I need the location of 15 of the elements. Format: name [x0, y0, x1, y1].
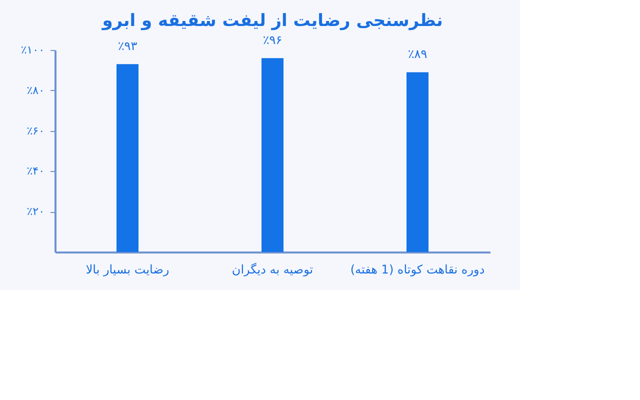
chart-title: نظرسنجی رضایت از لیفت شقیقه و ابرو [101, 11, 443, 32]
x-tick-label: رضایت بسیار بالا [86, 262, 170, 276]
x-tick-label: دوره نقاهت کوتاه (1 هفته) [350, 262, 485, 276]
data-label: ٪۹۶ [262, 33, 282, 48]
data-label: ٪۹۳ [118, 39, 138, 54]
data-label: ٪۸۹ [408, 47, 428, 62]
x-tick-label: توصیه به دیگران [232, 262, 314, 276]
y-tick-label: ٪۴۰ [26, 164, 44, 178]
y-tick-label: ٪۲۰ [26, 205, 44, 218]
y-tick-label: ٪۸۰ [26, 84, 44, 97]
bar [116, 64, 138, 252]
y-tick-label: ٪۶۰ [26, 124, 44, 138]
y-tick-label: ٪۱۰۰ [20, 44, 44, 56]
bar [262, 58, 284, 252]
bar [406, 72, 428, 252]
